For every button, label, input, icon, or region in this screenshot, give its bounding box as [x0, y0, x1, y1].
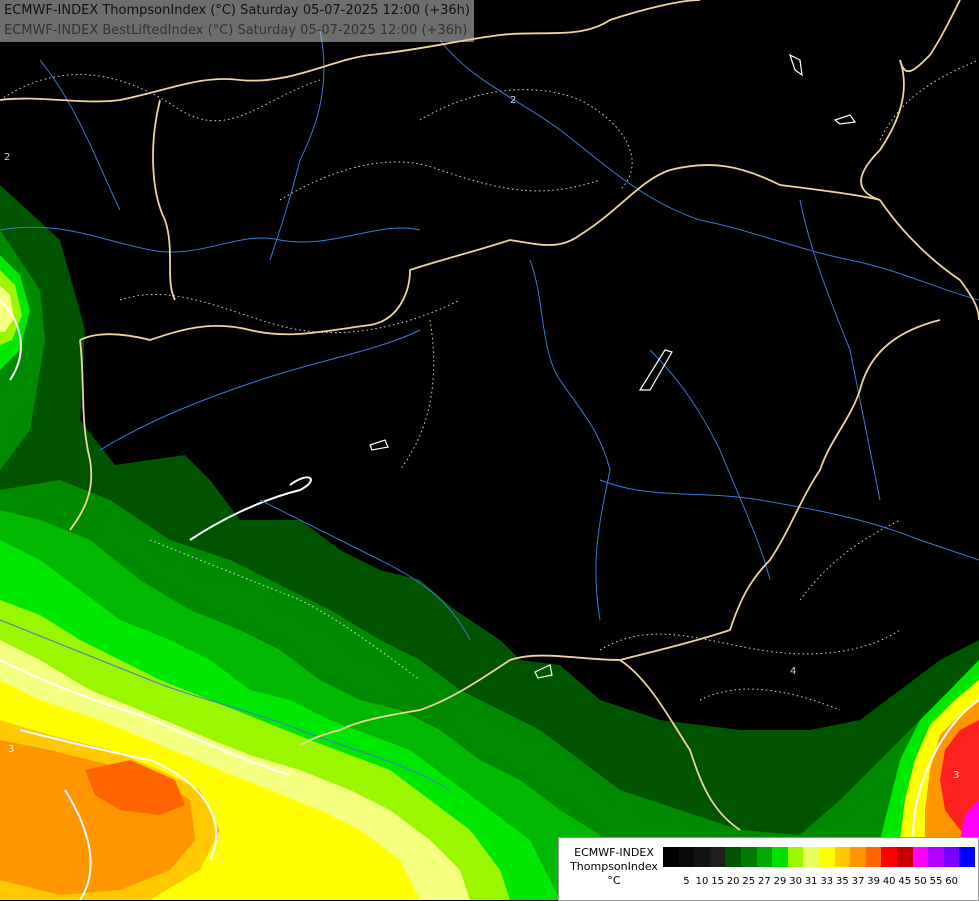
contour-label: 2	[4, 152, 10, 163]
legend-swatch	[709, 847, 726, 867]
legend-swatches	[663, 847, 975, 867]
legend-swatch	[881, 847, 897, 867]
legend-tick-label: 30	[789, 876, 802, 887]
legend-tick-label: 31	[804, 876, 818, 887]
legend-swatch	[694, 847, 710, 867]
legend-swatch	[678, 847, 695, 867]
legend-swatch	[725, 847, 741, 867]
legend-swatch	[663, 847, 679, 867]
legend-swatch	[959, 847, 975, 867]
legend-tick-label: 25	[742, 876, 756, 887]
legend-tick-label: 27	[758, 876, 771, 887]
contour-label: 4	[790, 666, 796, 677]
legend-ticks: 5 10 15 20 25 27 29 30 31 33 35 37 39 40 45 50 55 60	[663, 876, 975, 890]
color-legend: ECMWF-INDEX ThompsonIndex °C 5 10 15 20 25 27…	[558, 837, 979, 901]
zone-dark-orange	[85, 760, 185, 815]
legend-tick-label: 29	[773, 876, 787, 887]
header-bestlifted-title: ECMWF-INDEX BestLiftedIndex (°C) Saturda…	[4, 23, 468, 38]
legend-model: ECMWF-INDEX	[574, 846, 654, 859]
legend-swatch	[818, 847, 835, 867]
legend-tick-label: 50	[914, 876, 927, 887]
legend-swatch	[787, 847, 804, 867]
legend-swatch	[756, 847, 773, 867]
header-thompson-title: ECMWF-INDEX ThompsonIndex (°C) Saturday …	[4, 3, 470, 18]
map-header: ECMWF-INDEX ThompsonIndex (°C) Saturday …	[0, 0, 474, 42]
legend-tick-label: 20	[726, 876, 740, 887]
legend-swatch	[896, 847, 913, 867]
contour-lines	[0, 59, 979, 711]
legend-swatch	[865, 847, 882, 867]
legend-tick-label: 60	[945, 876, 958, 887]
legend-tick-label: 5	[683, 876, 690, 887]
legend-tick-label: 35	[836, 876, 849, 887]
zone-right-red	[940, 720, 979, 840]
legend-swatch	[772, 847, 788, 867]
contour-label: 3	[8, 744, 14, 755]
legend-tick-label: 40	[882, 876, 896, 887]
legend-swatch	[740, 847, 757, 867]
lakes	[369, 53, 857, 679]
legend-swatch	[943, 847, 960, 867]
contour-label: 3	[953, 770, 959, 781]
legend-swatch	[928, 847, 944, 867]
legend-tick-label: 15	[711, 876, 724, 887]
legend-tick-label: 37	[851, 876, 865, 887]
legend-tick-label: 55	[929, 876, 943, 887]
legend-tick-label: 33	[820, 876, 834, 887]
legend-swatch	[912, 847, 929, 867]
country-borders	[0, 0, 979, 831]
rivers	[0, 29, 979, 791]
legend-param: ThompsonIndex	[570, 860, 658, 873]
legend-tick-label: 10	[695, 876, 709, 887]
legend-tick-label: 39	[867, 876, 880, 887]
legend-unit: °C	[607, 874, 621, 887]
legend-swatch	[850, 847, 866, 867]
legend-swatch	[803, 847, 819, 867]
legend-caption: ECMWF-INDEX ThompsonIndex °C	[565, 846, 663, 888]
legend-swatch	[834, 847, 851, 867]
legend-tick-label: 45	[898, 876, 912, 887]
contour-label: 2	[510, 95, 516, 106]
